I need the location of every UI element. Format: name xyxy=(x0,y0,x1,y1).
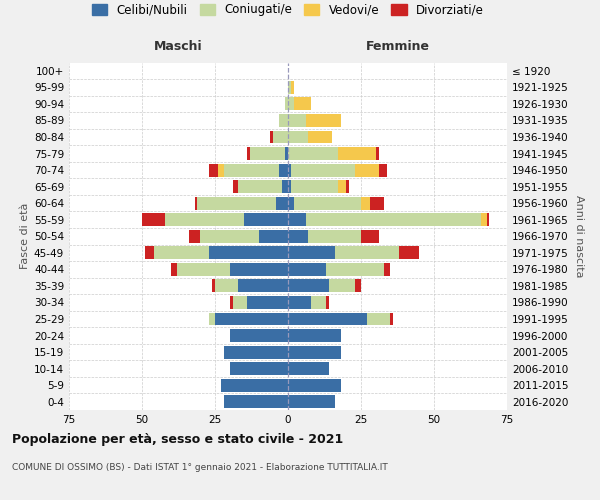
Bar xyxy=(355,164,379,176)
Bar xyxy=(326,263,385,276)
Text: Popolazione per età, sesso e stato civile - 2021: Popolazione per età, sesso e stato civil… xyxy=(12,432,343,446)
Bar xyxy=(481,213,487,226)
Bar xyxy=(200,230,259,242)
Bar xyxy=(288,114,305,127)
Bar xyxy=(285,147,288,160)
Bar xyxy=(250,147,285,160)
Bar xyxy=(487,213,490,226)
Bar xyxy=(285,98,288,110)
Bar xyxy=(247,296,288,309)
Bar xyxy=(277,196,288,209)
Bar xyxy=(288,246,335,260)
Bar xyxy=(288,180,291,193)
Bar xyxy=(288,296,311,309)
Bar xyxy=(230,329,288,342)
Bar xyxy=(288,329,341,342)
Bar xyxy=(142,213,166,226)
Bar xyxy=(288,263,326,276)
Bar xyxy=(288,81,291,94)
Bar xyxy=(335,246,399,260)
Bar xyxy=(311,296,326,309)
Bar xyxy=(288,312,367,326)
Bar xyxy=(346,180,349,193)
Y-axis label: Fasce di età: Fasce di età xyxy=(20,203,30,270)
Bar xyxy=(305,114,341,127)
Bar xyxy=(279,164,288,176)
Bar xyxy=(288,213,305,226)
Bar xyxy=(209,312,215,326)
Bar xyxy=(338,147,376,160)
Bar xyxy=(308,230,361,242)
Bar xyxy=(294,196,361,209)
Bar xyxy=(221,378,288,392)
Bar xyxy=(189,230,200,242)
Bar xyxy=(209,164,218,176)
Bar xyxy=(212,280,215,292)
Bar xyxy=(238,280,288,292)
Bar xyxy=(367,312,390,326)
Bar xyxy=(166,213,244,226)
Bar xyxy=(390,312,393,326)
Bar xyxy=(288,164,291,176)
Bar xyxy=(288,280,329,292)
Bar xyxy=(274,130,288,143)
Bar xyxy=(209,246,288,260)
Bar xyxy=(291,180,338,193)
Bar xyxy=(379,164,387,176)
Y-axis label: Anni di nascita: Anni di nascita xyxy=(574,195,584,278)
Bar xyxy=(233,180,238,193)
Bar xyxy=(288,378,341,392)
Bar xyxy=(329,280,355,292)
Bar xyxy=(305,213,481,226)
Legend: Celibi/Nubili, Coniugati/e, Vedovi/e, Divorziati/e: Celibi/Nubili, Coniugati/e, Vedovi/e, Di… xyxy=(92,4,484,16)
Bar xyxy=(288,196,294,209)
Bar xyxy=(288,98,294,110)
Bar xyxy=(282,180,288,193)
Bar xyxy=(238,180,282,193)
Bar xyxy=(154,246,209,260)
Bar xyxy=(233,296,247,309)
Bar xyxy=(361,230,379,242)
Bar xyxy=(376,147,379,160)
Text: Femmine: Femmine xyxy=(365,40,430,52)
Bar xyxy=(224,346,288,358)
Bar xyxy=(308,130,332,143)
Bar xyxy=(218,164,224,176)
Bar xyxy=(288,130,308,143)
Bar xyxy=(171,263,177,276)
Bar xyxy=(288,147,338,160)
Bar xyxy=(247,147,250,160)
Bar xyxy=(291,164,355,176)
Bar xyxy=(288,230,308,242)
Bar xyxy=(288,396,335,408)
Bar xyxy=(224,396,288,408)
Bar xyxy=(197,196,277,209)
Bar xyxy=(361,196,370,209)
Bar xyxy=(385,263,390,276)
Bar xyxy=(230,362,288,375)
Bar xyxy=(288,362,329,375)
Bar xyxy=(259,230,288,242)
Bar xyxy=(224,164,279,176)
Bar xyxy=(230,263,288,276)
Text: Maschi: Maschi xyxy=(154,40,203,52)
Bar xyxy=(279,114,288,127)
Bar xyxy=(355,280,361,292)
Bar xyxy=(244,213,288,226)
Bar xyxy=(215,280,238,292)
Bar xyxy=(145,246,154,260)
Bar xyxy=(326,296,329,309)
Text: COMUNE DI OSSIMO (BS) - Dati ISTAT 1° gennaio 2021 - Elaborazione TUTTITALIA.IT: COMUNE DI OSSIMO (BS) - Dati ISTAT 1° ge… xyxy=(12,462,388,471)
Bar xyxy=(338,180,346,193)
Bar xyxy=(288,346,341,358)
Bar xyxy=(370,196,385,209)
Bar xyxy=(230,296,233,309)
Bar xyxy=(215,312,288,326)
Bar xyxy=(271,130,274,143)
Bar xyxy=(294,98,311,110)
Bar xyxy=(291,81,294,94)
Bar xyxy=(177,263,230,276)
Bar xyxy=(399,246,419,260)
Bar xyxy=(194,196,197,209)
